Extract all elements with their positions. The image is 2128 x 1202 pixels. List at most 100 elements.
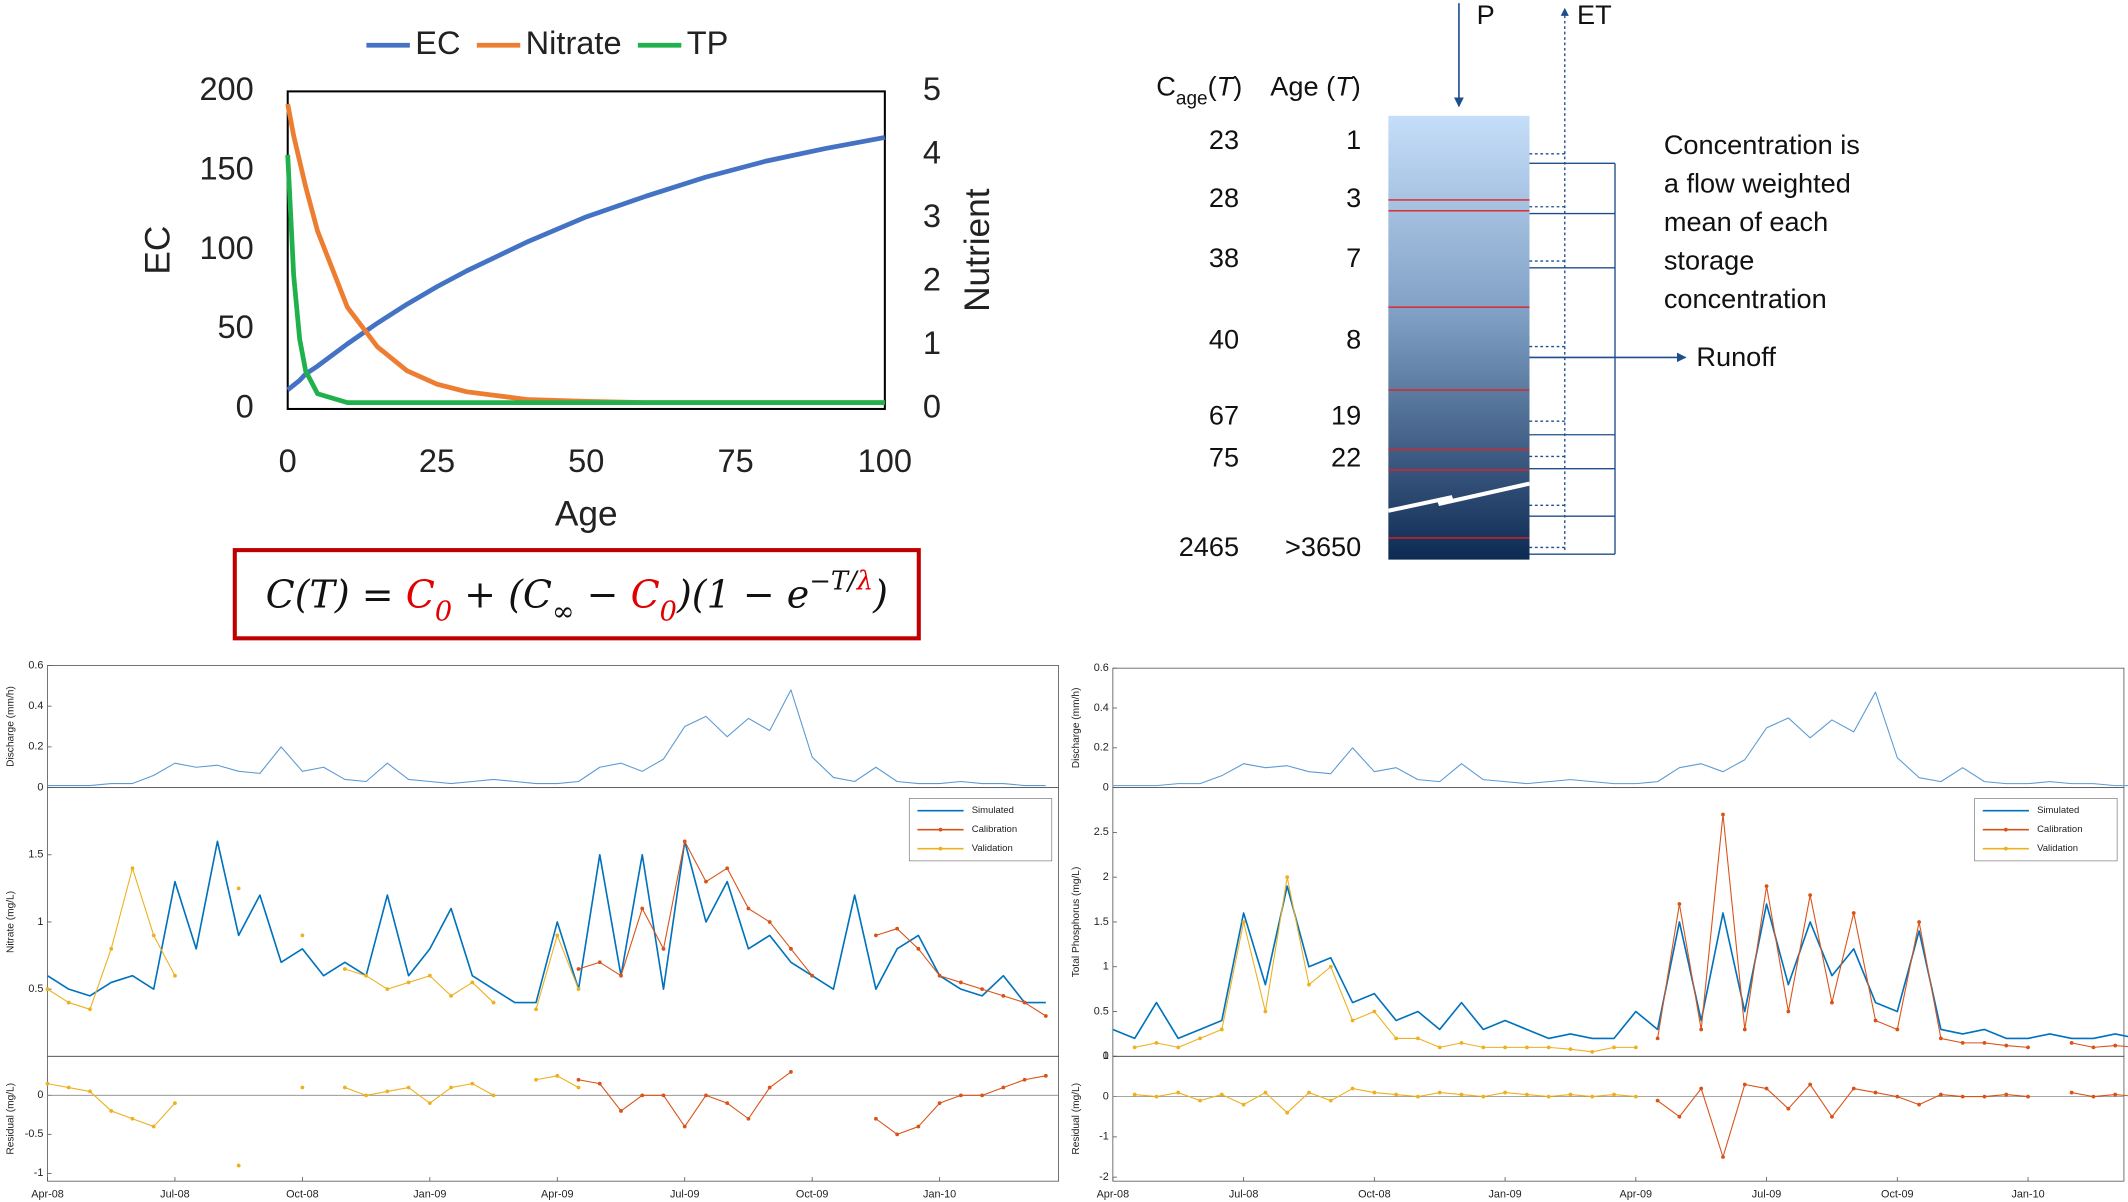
data-point — [1764, 884, 1769, 889]
x-tick-label: 100 — [858, 443, 912, 479]
inflow-label: P — [1477, 0, 1495, 30]
data-point — [236, 886, 241, 891]
data-point — [66, 1000, 71, 1005]
x-tick-label: Jul-09 — [670, 1189, 700, 1201]
x-tick-label: 25 — [419, 443, 455, 479]
y2-tick-label: 3 — [923, 198, 941, 234]
data-point — [470, 980, 475, 985]
data-point — [88, 1007, 92, 1012]
legend-marker — [2003, 846, 2008, 851]
data-point — [555, 933, 560, 938]
data-point — [873, 1116, 878, 1121]
data-point — [1043, 1073, 1048, 1078]
data-point — [1001, 993, 1006, 998]
x-axis-label: Age — [555, 494, 618, 533]
data-point — [1176, 1090, 1181, 1095]
data-point — [1263, 1090, 1268, 1095]
data-point — [300, 1085, 305, 1090]
data-point — [661, 1093, 666, 1098]
series-line — [47, 1075, 579, 1128]
age-value: 19 — [1331, 399, 1361, 430]
data-point — [1633, 1045, 1638, 1050]
y-tick-label: 0.2 — [1094, 742, 1109, 754]
data-point — [1241, 1102, 1246, 1107]
age-value: 3 — [1346, 182, 1361, 213]
y-tick-label: 0.6 — [28, 659, 43, 671]
y-tick-label: 0.4 — [1094, 702, 1109, 714]
age-value: 7 — [1346, 242, 1361, 273]
data-point — [682, 839, 687, 844]
data-point — [1524, 1092, 1529, 1097]
data-point — [916, 946, 921, 951]
plot-frame — [47, 787, 1059, 1057]
x-tick-label: Apr-09 — [1620, 1189, 1653, 1201]
data-point — [767, 1085, 772, 1090]
data-point — [1764, 1086, 1769, 1091]
data-point — [576, 967, 581, 971]
conc-value: 38 — [1209, 242, 1239, 273]
x-tick-label: Oct-09 — [1881, 1189, 1914, 1201]
x-tick-label: 50 — [568, 443, 604, 479]
flow-bracket — [1529, 162, 1616, 555]
rows: 23 1 28 3 38 7 40 8 67 19 75 22 2465 >3650 — [1179, 124, 1361, 562]
data-point — [1154, 1094, 1159, 1099]
data-point — [1350, 1018, 1355, 1023]
series-line — [1134, 1087, 1636, 1114]
data-point — [109, 946, 114, 951]
hdr-part: C — [1156, 71, 1176, 102]
data-point — [88, 1089, 92, 1094]
y2-tick-label: 0 — [923, 389, 941, 425]
data-point — [1742, 1082, 1747, 1087]
note: Concentration is a flow weighted mean of e… — [1664, 129, 1860, 314]
y-axis-label: Residual (mg/L) — [1071, 1083, 1082, 1155]
data-point — [916, 1124, 921, 1129]
data-point — [1851, 1086, 1856, 1091]
data-point — [576, 1077, 581, 1082]
age-value: 22 — [1331, 441, 1361, 472]
data-point — [1590, 1049, 1595, 1054]
conc-header: Cage(T) — [1156, 71, 1242, 109]
eq-part: ∞ — [552, 597, 575, 628]
data-point — [470, 1081, 475, 1086]
data-point — [1285, 1110, 1290, 1115]
eq-part: C(T) = — [266, 572, 406, 616]
data-point — [1481, 1045, 1486, 1050]
data-point — [1633, 1094, 1638, 1099]
eq-part: − — [575, 572, 631, 616]
y2-tick-label: 2 — [923, 262, 941, 298]
data-point — [1786, 1009, 1791, 1014]
x-tick-label: Oct-09 — [796, 1189, 829, 1201]
y-tick-label: 0 — [1103, 1050, 1109, 1062]
eq-part: )(1 − e — [676, 572, 809, 616]
data-point — [1022, 1077, 1027, 1082]
data-point — [173, 973, 177, 978]
legend-label: Nitrate — [526, 25, 622, 61]
data-point — [725, 1101, 730, 1106]
data-point — [1481, 1094, 1486, 1099]
series-line — [1112, 885, 2128, 1040]
series-line — [578, 1071, 1046, 1135]
eq-part: ) — [872, 572, 888, 616]
eq-part: 0 — [660, 597, 677, 628]
data-point — [173, 1101, 177, 1106]
data-point — [767, 920, 772, 924]
data-point — [619, 973, 623, 978]
y-tick-label: 0 — [1103, 1090, 1109, 1102]
y-tick-label: 50 — [218, 309, 254, 345]
data-point — [1873, 1018, 1878, 1023]
data-point — [1830, 1000, 1834, 1005]
data-point — [1328, 1098, 1333, 1103]
data-point — [1503, 1045, 1507, 1050]
data-point — [1219, 1092, 1224, 1097]
series-line — [285, 103, 885, 405]
data-point — [427, 1101, 432, 1106]
data-point — [1808, 1082, 1813, 1087]
data-point — [1895, 1094, 1900, 1099]
data-point — [1546, 1045, 1551, 1050]
data-point — [151, 1124, 156, 1129]
data-point — [1132, 1092, 1137, 1097]
legend-label: Validation — [972, 843, 1013, 854]
data-point — [1524, 1045, 1529, 1050]
data-point — [1437, 1045, 1442, 1050]
data-point — [1263, 1009, 1268, 1014]
